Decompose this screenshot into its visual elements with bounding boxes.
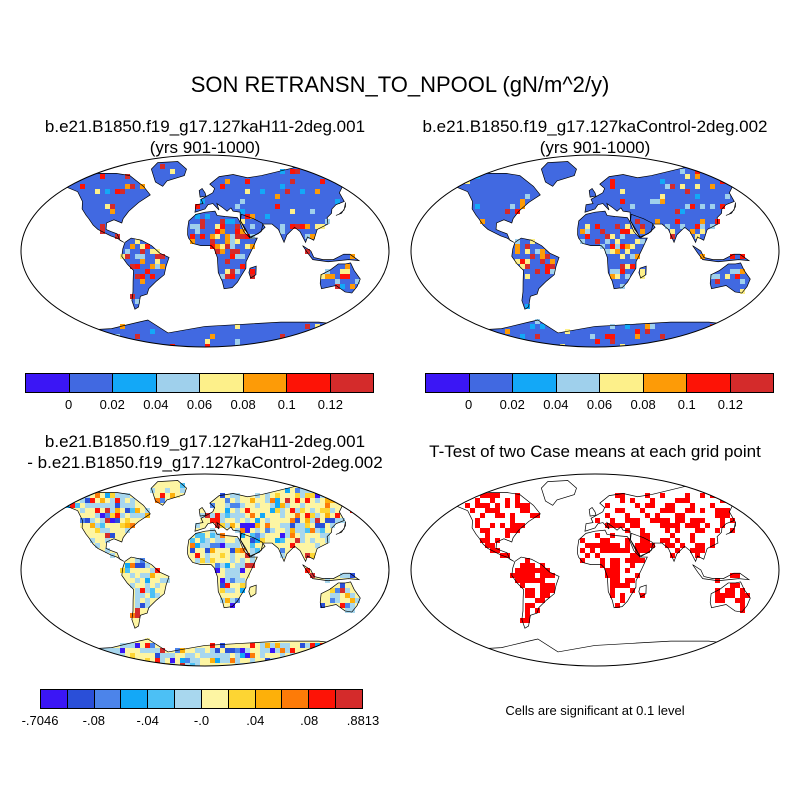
colorbar-tick-label: 0.04 — [143, 397, 169, 412]
colorbar-swatch — [175, 690, 202, 708]
colorbar-tick-label: 0.04 — [543, 397, 569, 412]
colorbar-swatch — [26, 374, 70, 392]
case-panel-title: b.e21.B1850.f19_g17.127kaH11-2deg.001 — [44, 117, 366, 136]
control-map — [410, 154, 780, 348]
colorbar-tick-label: -.08 — [82, 713, 106, 728]
colorbar-tick-label: 0.08 — [630, 397, 656, 412]
colorbar-tick-label: 0 — [465, 397, 473, 412]
main-title: SON RETRANSN_TO_NPOOL (gN/m^2/y) — [190, 72, 610, 97]
colorbar-swatch — [255, 690, 283, 708]
colorbar-tick-label: 0.02 — [499, 397, 525, 412]
colorbar-tick-label: 0.1 — [277, 397, 296, 412]
colorbar-tick-label: 0.1 — [677, 397, 696, 412]
colorbar-tick-label: -.7046 — [21, 713, 59, 728]
colorbar-swatch — [41, 690, 68, 708]
eurasia-landmass — [584, 166, 766, 243]
colorbar-swatch — [730, 374, 773, 392]
colorbar-swatch — [513, 374, 557, 392]
colorbar-swatch — [243, 374, 287, 392]
colorbar-tick-label: -.04 — [136, 713, 159, 728]
colorbar-swatch — [643, 374, 687, 392]
colorbar-tick-label: .8813 — [346, 713, 380, 728]
colorbar-swatch — [426, 374, 470, 392]
colorbar-swatch — [148, 690, 176, 708]
colorbar-tick-label: .08 — [300, 713, 319, 728]
uk-landmass — [199, 188, 206, 198]
colorbar-swatch — [287, 374, 331, 392]
indonesia-landmass — [302, 245, 359, 262]
diff-panel-title: b.e21.B1850.f19_g17.127kaH11-2deg.001 — [44, 432, 366, 451]
control-panel-title: b.e21.B1850.f19_g17.127kaControl-2deg.00… — [422, 117, 768, 136]
case-colorbar — [25, 373, 374, 393]
diff-panel-subtitle: - b.e21.B1850.f19_g17.127kaControl-2deg.… — [27, 453, 383, 472]
madagascar-landmass — [248, 585, 257, 597]
colorbar-swatch — [600, 374, 644, 392]
colorbar-swatch — [156, 374, 200, 392]
uk-landmass — [589, 507, 596, 517]
colorbar-swatch — [228, 690, 256, 708]
colorbar-swatch — [687, 374, 731, 392]
colorbar-tick-label: 0.02 — [99, 397, 125, 412]
colorbar-swatch — [200, 374, 244, 392]
colorbar-swatch — [330, 374, 373, 392]
colorbar-tick-label: 0.12 — [317, 397, 344, 412]
colorbar-tick-label: .04 — [246, 713, 265, 728]
difference-colorbar — [40, 689, 363, 709]
significance-note: Cells are significant at 0.1 level — [505, 703, 685, 718]
colorbar-swatch — [67, 690, 95, 708]
colorbar-swatch — [309, 690, 337, 708]
greenland-landmass — [541, 480, 577, 506]
eurasia-landmass — [194, 166, 376, 243]
colorbar-swatch — [113, 374, 157, 392]
control-colorbar — [425, 373, 774, 393]
colorbar-swatch — [336, 690, 362, 708]
colorbar-swatch — [121, 690, 149, 708]
colorbar-swatch — [201, 690, 229, 708]
colorbar-swatch — [469, 374, 513, 392]
case-map — [20, 154, 390, 348]
ttest-map — [410, 473, 780, 667]
colorbar-tick-label: 0.08 — [230, 397, 256, 412]
north-america-landmass — [435, 492, 541, 562]
difference-map — [20, 473, 390, 667]
colorbar-tick-label: 0 — [65, 397, 73, 412]
colorbar-tick-label: 0.06 — [586, 397, 613, 412]
ttest-panel-title: T-Test of two Case means at each grid po… — [429, 442, 761, 461]
map-border — [20, 473, 390, 667]
uk-landmass — [589, 188, 596, 198]
colorbar-swatch — [282, 690, 310, 708]
case-panel-years: (yrs 901-1000) — [149, 138, 261, 157]
map-border — [410, 154, 780, 348]
colorbar-swatch — [94, 690, 122, 708]
north-america-landmass — [435, 173, 541, 243]
colorbar-tick-label: -.0 — [193, 713, 210, 728]
greenland-landmass — [541, 161, 577, 187]
colorbar-tick-label: 0.12 — [717, 397, 744, 412]
colorbar-tick-label: 0.06 — [186, 397, 213, 412]
colorbar-swatch — [69, 374, 113, 392]
map-border — [20, 154, 390, 348]
control-panel-years: (yrs 901-1000) — [539, 138, 651, 157]
map-border — [410, 473, 780, 667]
colorbar-swatch — [556, 374, 600, 392]
